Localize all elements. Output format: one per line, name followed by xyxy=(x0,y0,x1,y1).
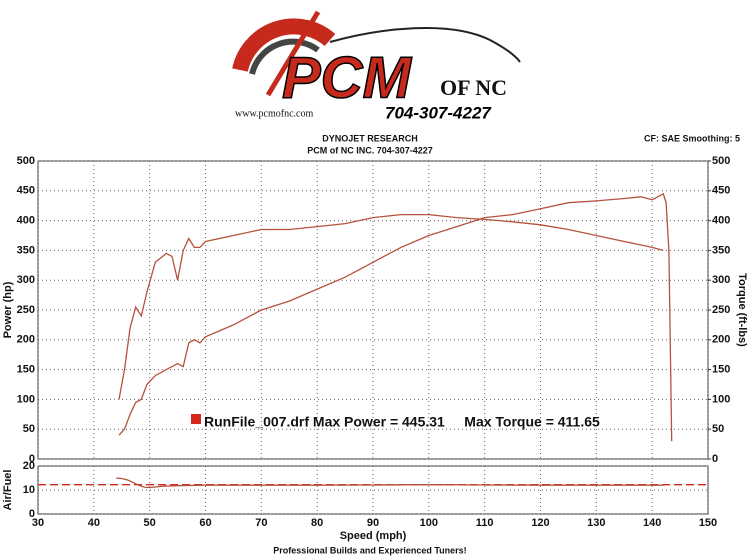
y-tick-label: 50 xyxy=(23,423,35,435)
y-tick-label: 150 xyxy=(17,364,35,376)
y2-tick-label: 100 xyxy=(712,393,730,405)
y2-tick-label: 450 xyxy=(712,185,730,197)
logo: PCM of NC 704-307-4227 www.pcmofnc.com xyxy=(232,10,521,122)
y-axis-label: Power (hp) xyxy=(2,281,14,338)
x-tick-label: 70 xyxy=(255,517,267,529)
logo-name: PCM xyxy=(282,45,413,110)
y-tick-label: 400 xyxy=(17,215,35,227)
y2-tick-label: 150 xyxy=(712,364,730,376)
y2-axis-label: Torque (ft-lbs) xyxy=(736,273,748,347)
x-tick-label: 40 xyxy=(88,517,100,529)
y-tick-label: 0 xyxy=(29,453,35,465)
x-tick-label: 120 xyxy=(531,517,549,529)
header-subtitle: PCM of NC INC. 704-307-4227 xyxy=(307,145,433,155)
y-tick-label: 100 xyxy=(17,393,35,405)
logo-url: www.pcmofnc.com xyxy=(235,108,313,119)
y2-tick-label: 250 xyxy=(712,304,730,316)
y2-tick-label: 0 xyxy=(712,453,718,465)
y-tick-label: 0 xyxy=(29,508,35,520)
y2-tick-label: 200 xyxy=(712,334,730,346)
x-tick-label: 30 xyxy=(32,517,44,529)
y-tick-label: 450 xyxy=(17,185,35,197)
logo-gauge xyxy=(232,18,336,72)
y-tick-label: 10 xyxy=(23,484,35,496)
x-tick-label: 90 xyxy=(367,517,379,529)
logo-car xyxy=(329,27,521,63)
data-line xyxy=(118,192,673,442)
header-settings: CF: SAE Smoothing: 5 xyxy=(644,133,740,143)
y-tick-label: 250 xyxy=(17,304,35,316)
y2-tick-label: 400 xyxy=(712,215,730,227)
logo-needle xyxy=(265,10,321,97)
annotation-marker xyxy=(191,414,201,424)
y2-tick-label: 350 xyxy=(712,244,730,256)
logo-gauge-inner xyxy=(249,38,320,75)
y2-tick-label: 300 xyxy=(712,274,730,286)
annotation: RunFile_007.drf Max Power = 445.31 Max T… xyxy=(204,414,600,430)
x-tick-label: 60 xyxy=(199,517,211,529)
y-tick-label: 20 xyxy=(23,460,35,472)
x-axis-label: Speed (mph) xyxy=(340,530,407,542)
y-axis-label: Air/Fuel xyxy=(2,470,14,511)
x-tick-label: 140 xyxy=(643,517,661,529)
y2-tick-label: 500 xyxy=(712,155,730,167)
y-tick-label: 200 xyxy=(17,334,35,346)
x-tick-label: 110 xyxy=(476,517,494,529)
x-tick-label: 150 xyxy=(699,517,717,529)
data-line xyxy=(118,213,664,400)
data-line xyxy=(116,477,664,489)
x-tick-label: 50 xyxy=(144,517,156,529)
x-tick-label: 100 xyxy=(420,517,438,529)
x-tick-label: 130 xyxy=(587,517,605,529)
y-tick-label: 350 xyxy=(17,244,35,256)
header-title: DYNOJET RESEARCH xyxy=(322,133,418,143)
x-tick-label: 80 xyxy=(311,517,323,529)
logo-suffix: of NC xyxy=(440,75,507,100)
logo-phone: 704-307-4227 xyxy=(385,103,492,122)
footer: Professional Builds and Experienced Tune… xyxy=(273,545,466,555)
y-tick-label: 300 xyxy=(17,274,35,286)
y-tick-label: 500 xyxy=(17,155,35,167)
y2-tick-label: 50 xyxy=(712,423,724,435)
